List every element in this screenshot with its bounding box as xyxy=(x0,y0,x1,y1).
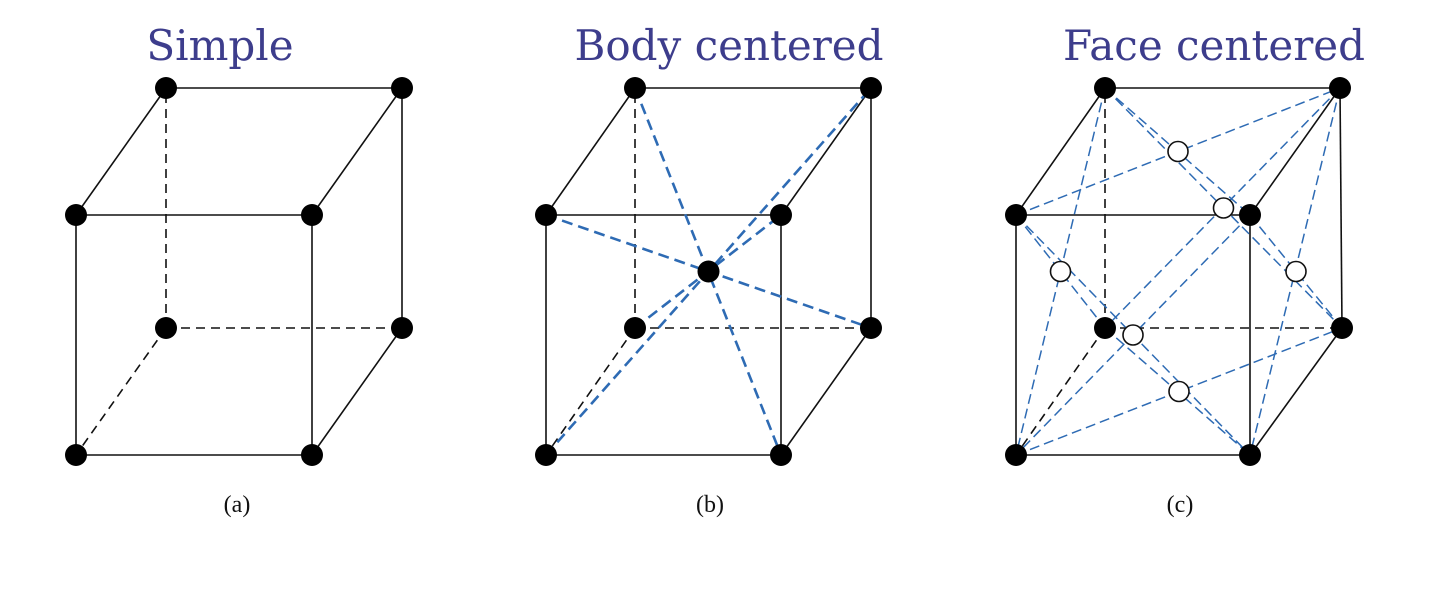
corner-atom xyxy=(1094,77,1116,99)
face-center-atom xyxy=(1122,324,1144,346)
hidden-cube-edge xyxy=(1015,327,1106,456)
cube-edge xyxy=(1249,327,1343,456)
panel-title-simple: Simple xyxy=(146,21,293,70)
panel-face-centered: Face centered (c) xyxy=(1005,21,1365,518)
face-atoms xyxy=(1049,140,1307,403)
face-diagonal-line xyxy=(1015,214,1106,329)
corner-atom xyxy=(535,444,557,466)
face-center-atom xyxy=(1049,260,1072,283)
corner-atom xyxy=(155,317,177,339)
corner-atom xyxy=(770,204,792,226)
corner-atom xyxy=(301,444,323,466)
hidden-cube-edge xyxy=(545,327,636,456)
face-center-atom xyxy=(1285,260,1307,283)
panel-title-face-centered: Face centered xyxy=(1063,21,1365,70)
cube-edge xyxy=(311,87,403,216)
cube-edge xyxy=(1015,87,1106,216)
corner-atom xyxy=(1239,444,1261,466)
panel-simple: Simple (a) xyxy=(65,21,413,518)
corner-atoms-body-centered xyxy=(535,77,882,466)
cube-edge xyxy=(1339,87,1343,329)
cube-edge xyxy=(545,87,636,216)
corner-atom xyxy=(155,77,177,99)
corner-atom xyxy=(391,77,413,99)
corner-atoms-face-centered xyxy=(1005,77,1353,466)
face-center-atom xyxy=(1212,197,1235,219)
corner-atom xyxy=(860,317,882,339)
panel-caption-c: (c) xyxy=(1167,492,1194,518)
cube-edge xyxy=(311,327,403,456)
panel-caption-b: (b) xyxy=(696,492,724,518)
corner-atom xyxy=(770,444,792,466)
cube-edge xyxy=(1249,87,1341,216)
cube-edge xyxy=(75,87,167,216)
corner-atom xyxy=(1331,317,1353,339)
hidden-cube-edge xyxy=(75,327,167,456)
corner-atom xyxy=(860,77,882,99)
face-diagonal-line xyxy=(1249,214,1343,329)
corner-atom xyxy=(301,204,323,226)
corner-atom xyxy=(1005,204,1027,226)
corner-atom xyxy=(1005,444,1027,466)
panel-title-body-centered: Body centered xyxy=(574,21,883,70)
corner-atom xyxy=(624,77,646,99)
corner-atoms-simple xyxy=(65,77,413,466)
cube-edges-body-centered xyxy=(545,87,872,456)
corner-atom xyxy=(1094,317,1116,339)
body-center-atom xyxy=(697,260,720,283)
corner-atom xyxy=(535,204,557,226)
face-center-atom xyxy=(1167,140,1189,163)
corner-atom xyxy=(1329,77,1351,99)
corner-atom xyxy=(391,317,413,339)
panel-body-centered: Body centered (b) xyxy=(535,21,884,518)
face-center-atom xyxy=(1168,380,1190,403)
cube-edge xyxy=(780,87,872,216)
corner-atom xyxy=(1239,204,1261,226)
panel-caption-a: (a) xyxy=(224,492,251,518)
cube-edge xyxy=(780,327,872,456)
corner-atom xyxy=(65,204,87,226)
corner-atom xyxy=(65,444,87,466)
cube-edges-face-centered xyxy=(1015,87,1343,456)
corner-atom xyxy=(624,317,646,339)
cube-edges-simple xyxy=(75,87,403,456)
